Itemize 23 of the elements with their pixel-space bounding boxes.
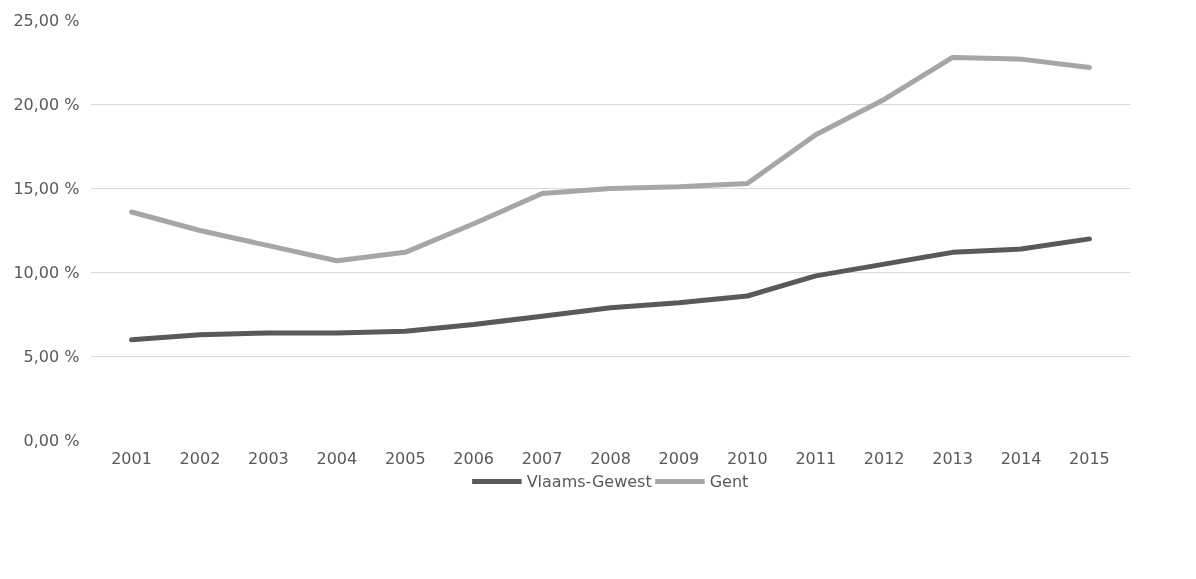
x-tick-label: 2010 — [726, 448, 768, 468]
x-tick-label: 2006 — [453, 448, 495, 468]
x-tick-label: 2012 — [863, 448, 905, 468]
x-tick-label: 2011 — [795, 448, 837, 468]
x-tick-label: 2014 — [1000, 448, 1042, 468]
y-tick-label: 20,00 % — [13, 95, 80, 114]
x-tick-label: 2009 — [658, 448, 700, 468]
y-tick-label: 15,00 % — [13, 179, 80, 198]
legend-label: Vlaams-Gewest — [526, 471, 652, 491]
x-tick-label: 2003 — [248, 448, 289, 468]
x-tick-label: 2005 — [384, 448, 426, 468]
x-tick-label: 2004 — [316, 448, 358, 468]
x-tick-label: 2001 — [111, 448, 152, 468]
y-tick-label: 25,00 % — [13, 11, 80, 30]
y-tick-label: 0,00 % — [23, 431, 80, 450]
x-tick-label: 2007 — [521, 448, 563, 468]
x-tick-label: 2013 — [932, 448, 973, 468]
x-tick-label: 2015 — [1069, 448, 1110, 468]
x-tick-label: 2008 — [590, 448, 631, 468]
y-tick-label: 5,00 % — [23, 347, 80, 366]
legend-label: Gent — [709, 471, 749, 491]
y-tick-label: 10,00 % — [13, 263, 80, 282]
x-tick-label: 2002 — [179, 448, 221, 468]
